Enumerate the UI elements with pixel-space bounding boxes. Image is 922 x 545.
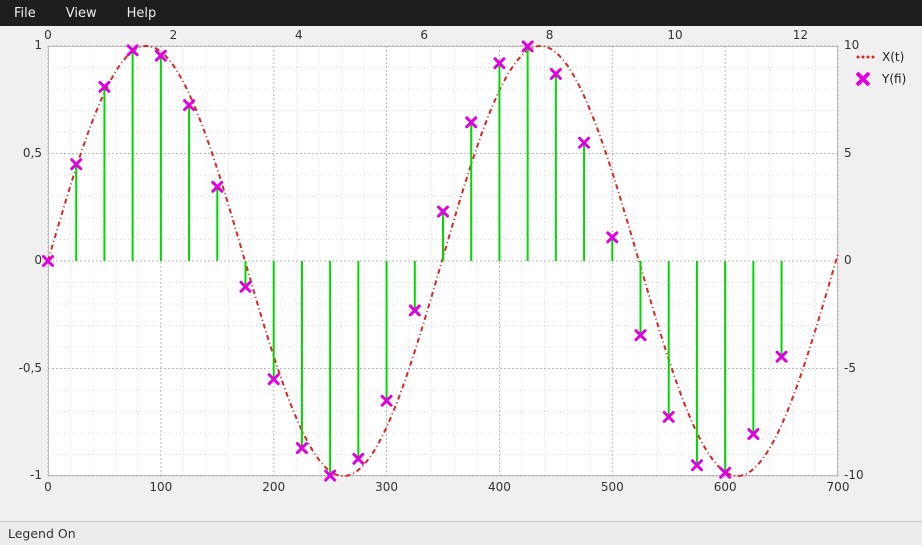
axis-tick-label: -5 xyxy=(844,361,856,375)
axis-tick-label: -1 xyxy=(30,468,42,482)
legend-label-x: X(t) xyxy=(882,50,904,64)
axis-tick-label: -0,5 xyxy=(19,361,42,375)
axis-tick-label: 100 xyxy=(149,480,172,494)
axis-tick-label: 6 xyxy=(420,28,428,42)
axis-tick-label: 12 xyxy=(793,28,808,42)
axis-tick-label: 0 xyxy=(44,28,52,42)
legend-swatch-y xyxy=(854,70,876,88)
chart-area: 0100200300400500600700024681012-1-0,500,… xyxy=(0,26,922,521)
axis-tick-label: 200 xyxy=(262,480,285,494)
statusbar: Legend On xyxy=(0,521,922,545)
axis-tick-label: 0 xyxy=(844,253,852,267)
legend: X(t) Y(fi) xyxy=(854,46,906,90)
menu-help[interactable]: Help xyxy=(119,3,165,24)
axis-tick-label: 8 xyxy=(546,28,554,42)
axis-tick-label: 300 xyxy=(375,480,398,494)
axis-tick-label: 0 xyxy=(34,253,42,267)
status-text: Legend On xyxy=(8,526,76,541)
axis-tick-label: 0,5 xyxy=(23,146,42,160)
axis-tick-label: 400 xyxy=(488,480,511,494)
menu-file[interactable]: File xyxy=(6,3,44,24)
menu-view[interactable]: View xyxy=(58,3,105,24)
axis-tick-label: 500 xyxy=(601,480,624,494)
axis-tick-label: 1 xyxy=(34,38,42,52)
axis-tick-label: 10 xyxy=(667,28,682,42)
legend-item-y: Y(fi) xyxy=(854,68,906,90)
axis-tick-label: 0 xyxy=(44,480,52,494)
legend-swatch-x xyxy=(854,50,876,64)
plot-canvas[interactable] xyxy=(0,26,922,521)
axis-tick-label: -10 xyxy=(844,468,864,482)
axis-tick-label: 700 xyxy=(827,480,850,494)
axis-tick-label: 2 xyxy=(170,28,178,42)
axis-tick-label: 4 xyxy=(295,28,303,42)
menubar: File View Help xyxy=(0,0,922,26)
legend-label-y: Y(fi) xyxy=(882,72,906,86)
axis-tick-label: 600 xyxy=(714,480,737,494)
legend-item-x: X(t) xyxy=(854,46,906,68)
axis-tick-label: 5 xyxy=(844,146,852,160)
